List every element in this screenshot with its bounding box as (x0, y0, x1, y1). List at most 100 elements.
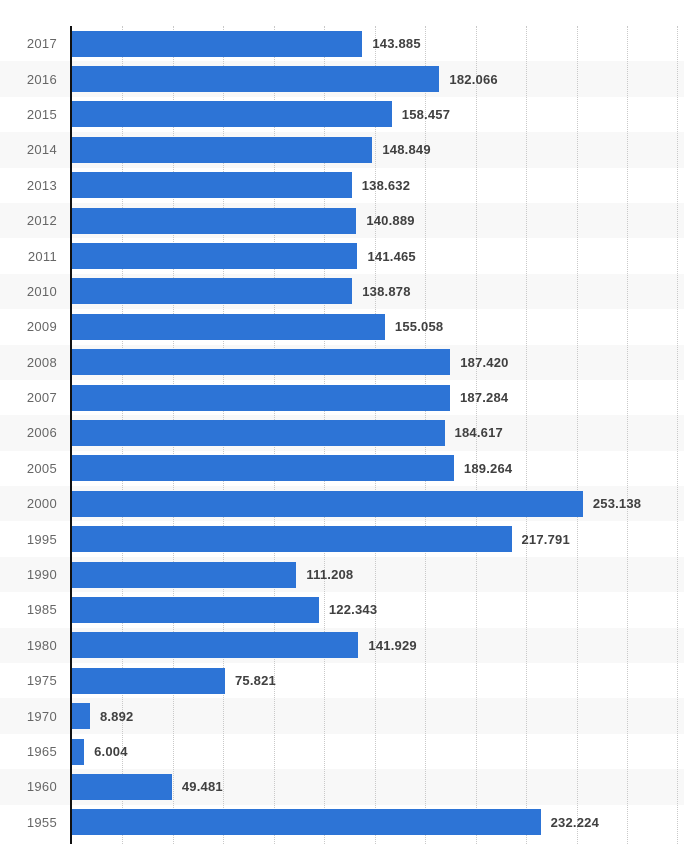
y-axis-label: 2010 (26, 283, 57, 299)
y-axis-label: 2008 (26, 354, 57, 370)
chart-row: 1975 75.821 (0, 663, 684, 698)
y-axis-label: 1965 (26, 744, 57, 759)
chart-row: 2011 141.465 (0, 238, 684, 273)
bar[interactable] (72, 632, 359, 659)
value-label: 148.849 (382, 142, 431, 158)
chart-row: 1995 217.791 (0, 521, 684, 556)
value-label: 138.878 (362, 283, 411, 299)
y-axis-label: 2007 (26, 390, 57, 406)
bar[interactable] (72, 455, 454, 482)
bar[interactable] (72, 490, 583, 517)
y-axis-label: 1970 (26, 708, 57, 724)
chart-row: 2013 138.632 (0, 168, 684, 203)
y-axis-line (70, 26, 72, 844)
plot-area: 158.457 (70, 97, 684, 132)
bar[interactable] (72, 773, 172, 800)
plot-area: 148.849 (70, 132, 684, 167)
plot-area: 8.892 (70, 698, 684, 733)
chart-row: 2010 138.878 (0, 273, 684, 310)
value-label: 111.208 (306, 567, 354, 583)
bar[interactable] (72, 596, 319, 623)
plot-area: 122.343 (70, 592, 684, 627)
chart-row: 2008 187.420 (0, 344, 684, 380)
plot-area: 138.878 (70, 274, 684, 309)
plot-area: 75.821 (70, 663, 684, 698)
chart-row: 2017 143.885 (0, 26, 684, 61)
plot-area: 253.138 (70, 486, 684, 521)
plot-area: 140.889 (70, 203, 684, 238)
bar[interactable] (72, 243, 358, 270)
chart-row: 2016 182.066 (0, 61, 684, 97)
value-label: 140.889 (366, 213, 415, 229)
y-axis-label: 1960 (26, 779, 57, 795)
plot-area: 143.885 (70, 26, 684, 61)
value-label: 49.481 (181, 779, 223, 795)
value-label: 184.617 (454, 425, 503, 441)
chart-row: 2005 189.264 (0, 451, 684, 486)
y-axis-label: 2005 (26, 460, 57, 476)
chart-row: 1980 141.929 (0, 627, 684, 664)
bar[interactable] (72, 349, 451, 376)
y-axis-label: 1990 (26, 567, 57, 583)
plot-area: 141.465 (70, 238, 684, 273)
value-label: 8.892 (99, 708, 134, 724)
bar[interactable] (72, 278, 353, 305)
value-label: 158.457 (401, 106, 451, 122)
chart-row: 1960 49.481 (0, 769, 684, 805)
chart-row: 1985 122.343 (0, 592, 684, 627)
bar[interactable] (72, 667, 225, 694)
bar[interactable] (72, 809, 541, 836)
y-axis-label: 2006 (26, 425, 57, 441)
y-axis-label: 2017 (26, 36, 57, 52)
value-label: 138.632 (361, 177, 411, 193)
chart-row: 2014 148.849 (0, 132, 684, 168)
chart-row: 2006 184.617 (0, 415, 684, 451)
chart-row: 1990 111.208 (0, 556, 684, 593)
plot-area: 155.058 (70, 309, 684, 344)
y-axis-label: 2000 (26, 496, 57, 512)
bar[interactable] (72, 384, 450, 411)
y-axis-label: 2013 (26, 177, 57, 193)
y-axis-label: 1955 (26, 814, 57, 830)
chart-row: 2000 253.138 (0, 486, 684, 522)
chart-row: 1955 232.224 (0, 805, 684, 840)
plot-area: 182.066 (70, 61, 684, 96)
bar[interactable] (72, 313, 385, 340)
value-label: 6.004 (94, 744, 128, 759)
bar[interactable] (72, 526, 512, 553)
plot-area: 49.481 (70, 769, 684, 804)
y-axis-label: 2016 (26, 71, 57, 87)
chart-rows: 2017 143.885 2016 182.066 2015 158.457 2014 148… (0, 26, 684, 840)
y-axis-label: 1985 (26, 602, 57, 618)
bar[interactable] (72, 172, 352, 199)
y-axis-label: 2009 (26, 319, 57, 335)
plot-area: 141.929 (70, 628, 684, 663)
value-label: 232.224 (550, 814, 600, 830)
value-label: 189.264 (463, 460, 513, 476)
bar[interactable] (72, 101, 392, 128)
value-label: 155.058 (394, 319, 444, 335)
bar[interactable] (72, 561, 297, 588)
value-label: 143.885 (372, 36, 421, 52)
bar[interactable] (72, 207, 357, 234)
bar[interactable] (72, 703, 90, 730)
y-axis-label: 2011 (27, 248, 57, 264)
plot-area: 187.420 (70, 345, 684, 380)
value-label: 141.465 (367, 248, 416, 264)
bar[interactable] (72, 66, 440, 93)
bar[interactable] (72, 419, 445, 446)
bar[interactable] (72, 136, 373, 163)
y-axis-label: 2015 (26, 106, 57, 122)
value-label: 75.821 (235, 673, 276, 689)
plot-area: 111.208 (70, 557, 684, 592)
value-label: 141.929 (368, 637, 417, 653)
plot-area: 138.632 (70, 168, 684, 203)
value-label: 253.138 (592, 496, 642, 512)
bar[interactable] (72, 738, 85, 765)
y-axis-label: 2012 (26, 213, 57, 229)
plot-area: 189.264 (70, 451, 684, 486)
bar[interactable] (72, 30, 363, 57)
chart-row: 2015 158.457 (0, 97, 684, 132)
plot-area: 232.224 (70, 805, 684, 840)
